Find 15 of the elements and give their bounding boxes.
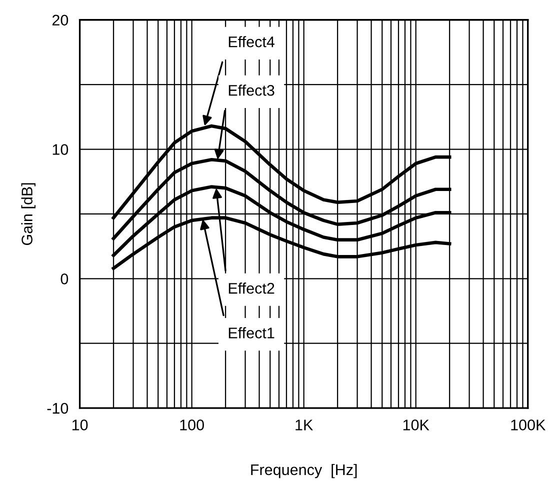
x-tick-label: 1K [296, 420, 314, 430]
y-tick-label: -10 [47, 402, 68, 414]
annotation: Effect4 [228, 36, 274, 48]
annotation: Effect1 [228, 327, 274, 338]
y-tick-label: 20 [52, 14, 68, 26]
annotation: Effect3 [228, 84, 274, 96]
x-tick-label: 10K [403, 420, 430, 430]
y-tick-label: 0 [60, 274, 68, 284]
x-axis-title: Frequency [Hz] [251, 464, 357, 478]
x-tick-label: 10 [72, 420, 88, 430]
annotation: Effect2 [228, 282, 274, 294]
x-tick-label: 100 [180, 420, 204, 430]
x-tick-label: 100K [511, 420, 546, 430]
y-axis-title: Gain [dB] [21, 183, 36, 246]
y-tick-label: 10 [52, 144, 68, 155]
